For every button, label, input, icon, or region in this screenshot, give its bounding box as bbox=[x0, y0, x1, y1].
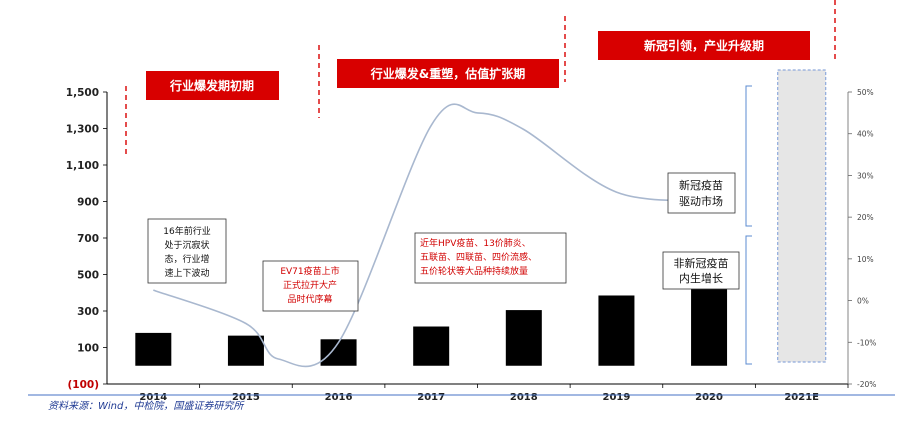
y-right-tick-label: 30% bbox=[857, 171, 874, 180]
y-left-tick-label: 700 bbox=[77, 233, 99, 245]
phase-banner-1: 行业爆发期初期 bbox=[146, 71, 279, 100]
bar-2014 bbox=[135, 332, 172, 366]
source-note: 资料来源：Wind，中检院，国盛证券研究所 bbox=[48, 401, 244, 412]
phase-banner-2-label: 行业爆发&重塑，估值扩张期 bbox=[370, 66, 525, 81]
y-right-tick-label: -10% bbox=[857, 338, 876, 347]
bar-2018 bbox=[505, 310, 542, 366]
note-covid-line-1: 新冠疫苗 bbox=[679, 178, 723, 192]
forecast-box bbox=[777, 69, 827, 363]
x-tick-label: 2019 bbox=[603, 392, 631, 403]
note-noncovid-box bbox=[662, 251, 740, 290]
bar-2017 bbox=[413, 326, 450, 366]
bar-2019 bbox=[598, 295, 635, 366]
y-right-tick-label: -20% bbox=[857, 380, 876, 389]
note-covid-line-2: 驱动市场 bbox=[679, 194, 723, 208]
y-right-tick-label: 0% bbox=[857, 297, 869, 306]
growth-rate-line bbox=[153, 103, 710, 368]
x-tick-label: 2021E bbox=[784, 392, 819, 403]
y-left-tick-label: 500 bbox=[77, 270, 99, 282]
x-tick-label: 2014 bbox=[139, 392, 167, 403]
bars-layer bbox=[135, 278, 728, 366]
y-left-tick-label: 900 bbox=[77, 197, 99, 209]
y-right-ticks: -20% -10% 0% 10% 20% 30% 40% 50% bbox=[848, 88, 876, 389]
note-2017-line-2: 五联苗、四联苗、四价流感、 bbox=[420, 251, 537, 263]
forecast-box-layer bbox=[777, 69, 827, 363]
y-left-tick-label: 1,100 bbox=[66, 160, 99, 172]
note-2014-line-4: 速上下波动 bbox=[164, 267, 209, 279]
y-right-tick-label: 10% bbox=[857, 255, 874, 264]
note-2016-line-2: 正式拉开大产 bbox=[283, 279, 337, 291]
covid-bracket bbox=[745, 85, 752, 227]
y-right-tick-label: 50% bbox=[857, 88, 874, 97]
phase-banner-3-label: 新冠引领，产业升级期 bbox=[644, 38, 764, 53]
bar-2020 bbox=[691, 278, 728, 366]
note-noncovid-line-2: 内生增长 bbox=[679, 271, 723, 285]
note-2017: 近年HPV疫苗、13价肺炎、 五联苗、四联苗、四价流感、 五价轮状等大品种持续放… bbox=[414, 232, 567, 284]
note-2016-line-1: EV71疫苗上市 bbox=[280, 265, 339, 277]
phase-banner-1-label: 行业爆发期初期 bbox=[169, 78, 254, 93]
x-tick-label: 2015 bbox=[232, 392, 260, 403]
note-noncovid: 非新冠疫苗 内生增长 bbox=[662, 251, 740, 290]
note-covid: 新冠疫苗 驱动市场 bbox=[667, 172, 736, 214]
y-right-tick-label: 20% bbox=[857, 213, 874, 222]
y-left-tick-label: 1,300 bbox=[66, 124, 99, 136]
y-left-tick-label: 100 bbox=[77, 343, 99, 355]
phase-banner-2: 行业爆发&重塑，估值扩张期 bbox=[337, 59, 559, 88]
note-2017-box bbox=[414, 232, 567, 284]
note-2014: 16年前行业 处于沉寂状 态，行业增 速上下波动 bbox=[147, 218, 227, 284]
x-tick-label: 2016 bbox=[325, 392, 353, 403]
y-left-ticks: (100) 100 300 500 700 900 1,100 1,300 1,500 bbox=[66, 87, 107, 391]
phase-dividers bbox=[125, 0, 836, 156]
note-2014-line-2: 处于沉寂状 bbox=[164, 239, 209, 251]
phase-banner-3: 新冠引领，产业升级期 bbox=[598, 31, 810, 60]
note-noncovid-line-1: 非新冠疫苗 bbox=[674, 256, 729, 270]
y-left-tick-label: 1,500 bbox=[66, 87, 99, 99]
note-2017-line-1: 近年HPV疫苗、13价肺炎、 bbox=[420, 237, 531, 249]
note-2016: EV71疫苗上市 正式拉开大产 品时代序幕 bbox=[262, 260, 359, 312]
x-tick-label: 2017 bbox=[417, 392, 445, 403]
note-2014-box bbox=[147, 218, 227, 284]
growth-line-layer bbox=[153, 103, 710, 368]
phase-banner-2-bg bbox=[337, 59, 559, 88]
note-2014-line-1: 16年前行业 bbox=[163, 225, 210, 237]
brackets bbox=[745, 85, 752, 365]
x-ticks: 2014 2015 2016 2017 2018 2019 2020 2021E bbox=[139, 384, 849, 403]
bar-2015 bbox=[227, 335, 264, 366]
noncovid-bracket bbox=[745, 235, 752, 365]
note-2016-box bbox=[262, 260, 359, 312]
y-right-tick-label: 40% bbox=[857, 130, 874, 139]
phase-banner-3-bg bbox=[598, 31, 810, 60]
note-covid-box bbox=[667, 172, 736, 214]
y-left-tick-label: 300 bbox=[77, 306, 99, 318]
note-2014-line-3: 态，行业增 bbox=[164, 253, 209, 265]
y-left-tick-label: (100) bbox=[67, 379, 99, 391]
note-2016-line-3: 品时代序幕 bbox=[287, 293, 332, 305]
note-2017-line-3: 五价轮状等大品种持续放量 bbox=[420, 265, 528, 277]
x-tick-label: 2018 bbox=[510, 392, 538, 403]
phase-banner-1-bg bbox=[146, 71, 279, 100]
x-tick-label: 2020 bbox=[695, 392, 723, 403]
